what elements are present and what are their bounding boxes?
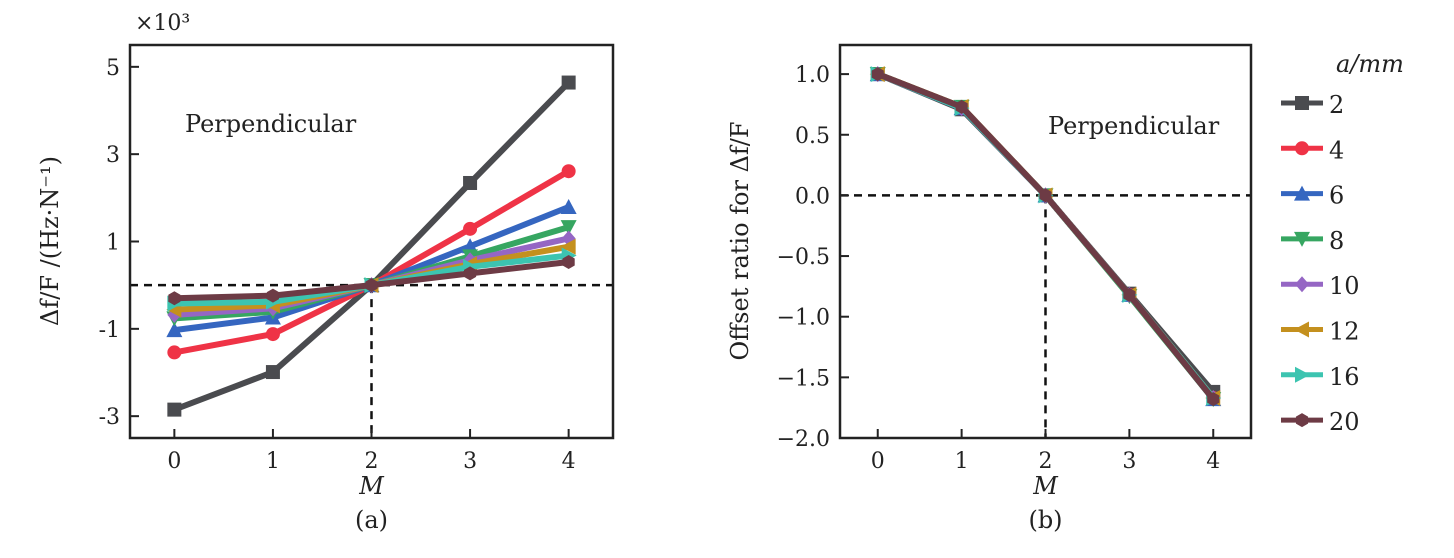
legend-item-20: 20 — [1281, 408, 1360, 436]
y-axis-label: Δf/F /(Hz·N⁻¹) — [36, 156, 64, 326]
marker-triangle-up — [1294, 185, 1310, 201]
legend-item-4: 4 — [1281, 136, 1344, 164]
legend-item-8: 8 — [1281, 227, 1344, 255]
legend-label: 12 — [1329, 318, 1360, 346]
legend-item-2: 2 — [1281, 91, 1344, 119]
x-tick-label: 1 — [266, 449, 280, 474]
legend-label: 6 — [1329, 182, 1344, 210]
legend-label: 2 — [1329, 91, 1344, 119]
legend-label: 10 — [1329, 272, 1360, 300]
marker-hexagon — [464, 266, 477, 281]
x-tick-label: 1 — [955, 449, 969, 474]
marker-hexagon — [1039, 188, 1052, 203]
marker-triangle-right — [1295, 366, 1310, 383]
legend-label: 16 — [1329, 363, 1360, 391]
x-tick-label: 0 — [167, 449, 181, 474]
x-axis-label: M — [358, 472, 385, 500]
marker-triangle-up — [560, 199, 577, 215]
marker-square — [265, 365, 280, 380]
marker-square — [561, 75, 576, 90]
marker-hexagon — [168, 291, 181, 306]
y-tick-label: 0.0 — [795, 184, 830, 209]
y-tick-label: −1.0 — [777, 306, 830, 331]
panel-label: (a) — [355, 506, 388, 534]
annotation-text: Perpendicular — [185, 110, 357, 138]
x-tick-label: 4 — [562, 449, 576, 474]
y-tick-label: 1 — [106, 231, 120, 256]
y-tick-label: 3 — [106, 143, 120, 168]
x-tick-label: 3 — [463, 449, 477, 474]
legend-label: 20 — [1329, 408, 1360, 436]
panel-a: 0 1 2 3 4 -3 -1 1 3 5 M (a) Perpendicular ×10³ Δf/F /(… — [36, 11, 615, 534]
legend-item-12: 12 — [1281, 318, 1360, 346]
annotation-text: Perpendicular — [1048, 112, 1220, 140]
x-tick-label: 2 — [1039, 449, 1053, 474]
legend: a/mm 2 4 6 8 10 12 16 20 — [1281, 50, 1404, 436]
y-axis-label: Offset ratio for Δf/F — [726, 121, 754, 360]
marker-diamond — [1295, 276, 1309, 293]
x-axis-label: M — [1032, 472, 1059, 500]
marker-circle — [167, 345, 182, 360]
plot-frame — [128, 43, 615, 440]
legend-item-10: 10 — [1281, 272, 1360, 300]
marker-triangle-down — [560, 220, 577, 236]
marker-square — [1295, 96, 1309, 110]
x-tick-label: 2 — [365, 449, 379, 474]
legend-item-16: 16 — [1281, 363, 1360, 391]
marker-triangle-down — [1294, 231, 1310, 247]
marker-square — [167, 402, 182, 417]
series-20 — [871, 67, 1220, 407]
y-tick-label: −2.0 — [777, 427, 830, 452]
marker-triangle-left — [560, 238, 576, 255]
marker-hexagon — [1123, 287, 1136, 302]
marker-hexagon — [1295, 413, 1309, 428]
marker-hexagon — [365, 278, 378, 293]
marker-hexagon — [871, 67, 884, 82]
panel-b: 0 1 2 3 4 1.0 0.5 0.0 −0.5 −1.0 −1.5 −2.0 M (b) Perpen… — [726, 43, 1253, 534]
marker-circle — [265, 327, 280, 342]
y-tick-label: 0.5 — [795, 124, 830, 149]
y-tick-label: 5 — [106, 56, 120, 81]
panel-label: (b) — [1028, 506, 1062, 534]
y-tick-label: −1.5 — [777, 366, 830, 391]
marker-triangle-up — [166, 322, 183, 338]
x-tick-label: 4 — [1206, 449, 1220, 474]
marker-hexagon — [266, 288, 279, 303]
legend-label: 4 — [1329, 136, 1344, 164]
legend-item-6: 6 — [1281, 182, 1344, 210]
marker-circle — [1295, 141, 1309, 156]
y-tick-label: −0.5 — [777, 245, 830, 270]
marker-circle — [463, 221, 478, 236]
x-tick-label: 3 — [1122, 449, 1136, 474]
y-tick-label: -3 — [99, 405, 120, 430]
marker-triangle-left — [1294, 321, 1309, 338]
legend-label: 8 — [1329, 227, 1344, 255]
y-multiplier: ×10³ — [135, 11, 190, 36]
marker-hexagon — [562, 255, 575, 270]
y-tick-label: 1.0 — [795, 63, 830, 88]
series-20 — [168, 255, 575, 306]
marker-square — [463, 175, 478, 190]
marker-circle — [561, 164, 576, 179]
marker-hexagon — [1207, 392, 1220, 407]
marker-hexagon — [955, 99, 968, 114]
x-tick-label: 0 — [871, 449, 885, 474]
y-tick-label: -1 — [99, 318, 120, 343]
legend-title: a/mm — [1336, 50, 1404, 78]
